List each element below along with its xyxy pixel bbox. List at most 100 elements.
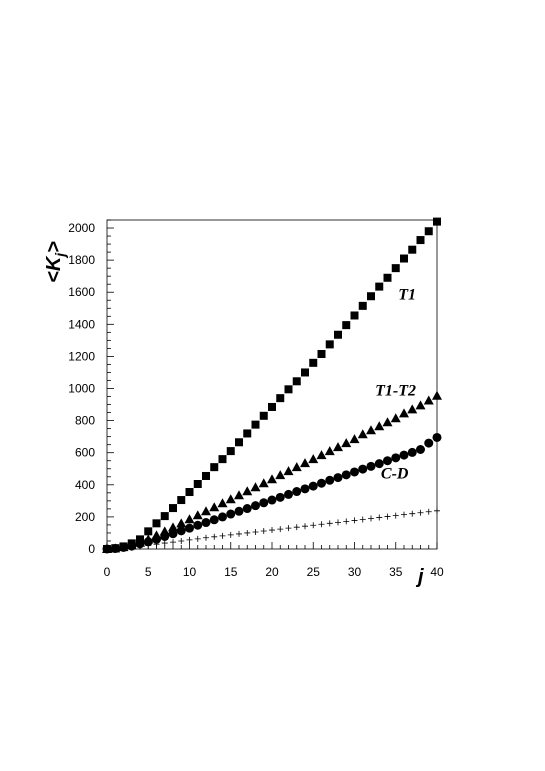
data-point [225, 494, 236, 504]
x-tick-label: 25 [307, 565, 321, 579]
data-point [416, 236, 425, 245]
data-point [432, 390, 442, 400]
data-point [343, 518, 350, 525]
data-point [342, 321, 351, 330]
data-point [409, 510, 416, 517]
annotations: T1 T1-T2 C-D [375, 286, 416, 482]
data-point [400, 254, 408, 263]
y-tick-label: 400 [75, 478, 95, 492]
data-point [325, 340, 334, 349]
data-point [285, 525, 292, 532]
x-tick-label: 0 [104, 565, 111, 579]
data-point [161, 540, 168, 547]
data-point [357, 429, 368, 439]
x-tick-label: 35 [389, 565, 403, 579]
data-point [310, 522, 317, 529]
data-point [251, 501, 260, 511]
data-point [283, 466, 294, 476]
y-axis: 0 200 400 600 800 1000 1200 1400 1600 1800 2000 [68, 219, 114, 556]
series-label: T1-T2 [375, 383, 416, 400]
data-point [145, 542, 152, 549]
data-point [376, 514, 383, 521]
data-point [258, 478, 269, 488]
data-point [416, 444, 425, 454]
data-point [235, 438, 243, 447]
data-point [350, 467, 359, 477]
data-point [390, 413, 401, 423]
data-point [144, 527, 153, 536]
data-point [351, 517, 358, 524]
data-point [193, 520, 203, 530]
y-tick-label: 1600 [68, 285, 95, 299]
data-point [325, 475, 335, 485]
data-point [275, 492, 285, 502]
data-point [309, 358, 318, 367]
data-point [218, 512, 227, 522]
data-point [424, 227, 433, 236]
data-point [137, 543, 143, 550]
data-point [333, 473, 343, 483]
data-point [326, 520, 333, 527]
data-point [301, 368, 309, 377]
data-point [359, 516, 366, 523]
x-tick-label: 5 [145, 565, 152, 579]
data-point [401, 511, 407, 518]
data-point [383, 273, 392, 282]
data-point [252, 528, 259, 535]
data-point [210, 463, 219, 472]
x-tick-label: 20 [265, 565, 279, 579]
series-layer [102, 217, 442, 554]
data-point [317, 350, 326, 359]
data-point [284, 385, 293, 394]
data-point [284, 489, 293, 499]
data-point [399, 408, 409, 418]
data-point [374, 421, 385, 431]
data-point [203, 534, 209, 541]
data-point [292, 377, 301, 386]
data-point [308, 454, 319, 464]
data-point [367, 292, 375, 301]
data-point [194, 535, 201, 542]
y-tick-label: 600 [75, 446, 95, 460]
data-point [268, 402, 276, 411]
data-point [317, 478, 326, 488]
data-point [243, 429, 252, 438]
data-point [201, 518, 211, 528]
y-tick-label: 800 [75, 414, 95, 428]
data-point [335, 519, 341, 526]
data-point [185, 523, 194, 533]
series-label: C-D [381, 465, 409, 482]
data-point [269, 527, 275, 534]
data-point [152, 519, 161, 528]
x-axis-title: j [415, 566, 424, 588]
data-point [375, 282, 384, 291]
data-point [324, 446, 335, 456]
data-point [391, 453, 401, 463]
data-point [259, 498, 269, 508]
data-point [160, 531, 170, 541]
data-point [236, 530, 242, 537]
data-point [302, 523, 308, 530]
data-point [300, 458, 310, 468]
data-point [308, 481, 318, 491]
data-point [424, 438, 434, 448]
data-point [250, 482, 261, 492]
data-point [168, 522, 178, 532]
data-point [368, 515, 374, 522]
data-point [392, 512, 399, 519]
data-point [178, 537, 185, 544]
data-point [384, 513, 391, 520]
data-point [120, 545, 127, 552]
data-point [209, 515, 219, 525]
data-point [192, 510, 203, 520]
data-point [374, 459, 384, 469]
data-point [160, 512, 169, 521]
data-point [112, 545, 119, 552]
data-point [226, 509, 236, 519]
data-point [168, 529, 178, 539]
data-point [217, 498, 228, 508]
data-point [277, 526, 284, 533]
y-tick-label: 1200 [68, 349, 95, 363]
data-point [202, 471, 210, 480]
